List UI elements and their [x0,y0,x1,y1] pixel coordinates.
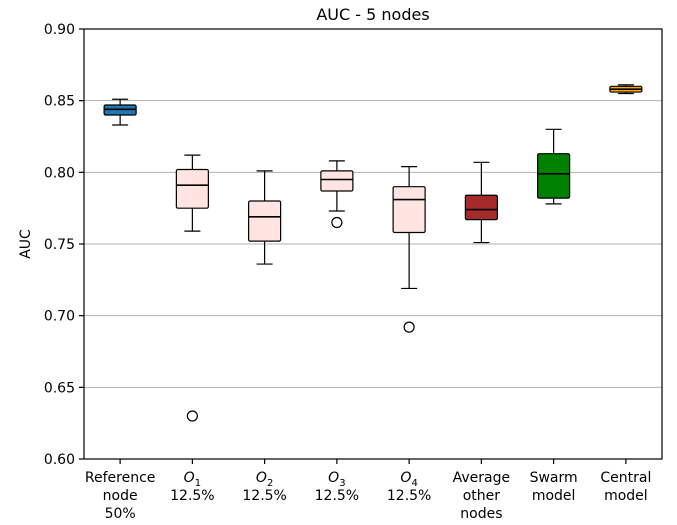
y-tick-label: 0.85 [44,94,75,110]
x-tick-label: O2 [256,470,273,489]
outlier-point [186,410,198,422]
y-tick-label: 0.80 [44,165,75,181]
y-axis-label: AUC [18,229,34,259]
x-tick-label: Swarm [530,470,578,486]
x-tick-label-line: nodes [460,506,502,522]
grid-lines [84,100,662,388]
box-iqr [320,170,354,192]
y-tick-label: 0.60 [44,452,75,468]
x-tick-label: Reference [85,470,156,486]
x-tick-label-line: 50% [105,506,136,522]
y-tick-label: 0.90 [44,22,75,38]
y-tick-label: 0.65 [44,380,75,396]
x-tick-label-line: 12.5% [387,488,431,504]
x-axis-ticks: Referencenode50%O112.5%O212.5%O312.5%O41… [85,459,651,522]
box-group [464,161,498,244]
x-tick-label-line: 12.5% [315,488,359,504]
x-tick-label-line: other [463,488,501,504]
box-iqr [464,194,498,221]
box-iqr [248,200,282,242]
x-tick-label-line: 12.5% [242,488,286,504]
box-group [175,154,209,422]
y-axis-ticks: 0.60 0.65 0.70 0.75 0.80 0.85 0.90 [44,22,84,468]
x-tick-label: O1 [184,470,201,489]
x-tick-label-line: model [532,488,576,504]
box-iqr [537,153,571,199]
box-group [320,160,354,229]
chart-title: AUC - 5 nodes [316,5,429,24]
box-group [392,166,426,333]
y-tick-label: 0.70 [44,309,75,325]
box-group [537,128,571,205]
box-group [248,170,282,265]
x-tick-label-line: node [103,488,138,504]
box-group [609,84,643,95]
x-tick-label: Central [600,470,651,486]
outlier-point [403,321,415,333]
x-tick-label-line: model [604,488,648,504]
x-tick-label: O3 [328,470,345,489]
box-iqr [392,186,426,234]
x-tick-label: Average [453,470,511,486]
box-plots [103,84,643,422]
outlier-point [331,216,343,229]
y-tick-label: 0.75 [44,237,75,253]
box-iqr [175,168,209,209]
x-tick-label-line: 12.5% [170,488,214,504]
box-group [103,98,137,126]
x-tick-label: O4 [400,470,417,489]
